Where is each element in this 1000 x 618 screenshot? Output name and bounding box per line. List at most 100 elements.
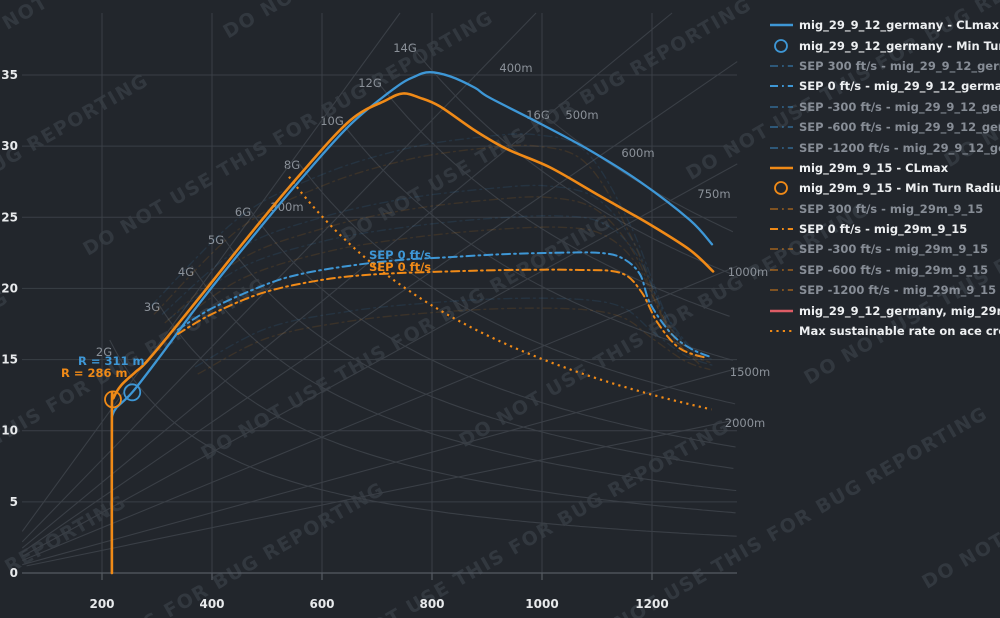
legend-item-3: SEP 0 ft/s - mig_29_9_12_germany: [769, 76, 1000, 96]
legend-label: SEP 300 ft/s - mig_29_9_12_germany: [799, 58, 1000, 73]
turn-radius-label: 2000m: [725, 416, 765, 430]
turn-radius-label: 600m: [621, 146, 654, 160]
legend-item-6: SEP -1200 ft/s - mig_29_9_12_germany: [769, 137, 1000, 157]
blue-sep0-label: SEP 0 ft/s: [369, 248, 431, 262]
legend-item-7: mig_29m_9_15 - CLmax: [769, 158, 1000, 178]
legend-label: SEP 300 ft/s - mig_29m_9_15: [799, 201, 984, 216]
legend-item-5: SEP -600 ft/s - mig_29_9_12_germany: [769, 117, 1000, 137]
y-tick-label: 15: [1, 353, 18, 367]
legend-line-marker: [770, 126, 793, 129]
legend-item-11: SEP -300 ft/s - mig_29m_9_15: [769, 239, 1000, 259]
orange-sep0-label: SEP 0 ft/s: [369, 260, 431, 274]
series-blue-sep0: [176, 251, 711, 358]
g-load-label: 12G: [358, 76, 382, 90]
legend-label: mig_29m_9_15 - CLmax: [799, 160, 949, 175]
g-load-label: 2G: [96, 345, 112, 359]
legend-line-marker: [770, 289, 793, 292]
series-orange-clmax: [110, 92, 715, 575]
g-load-label: 5G: [208, 233, 224, 247]
x-tick-label: 1200: [635, 597, 668, 611]
turn-radius-label: 1500m: [730, 365, 770, 379]
series-blue-sep-300: [167, 215, 714, 361]
series-max-sustainable-ace-7-5g: [288, 176, 712, 411]
g-load-label: 4G: [178, 265, 194, 279]
legend-item-13: SEP -1200 ft/s - mig_29m_9_15: [769, 280, 1000, 300]
blue-min-turn-radius-marker: [123, 383, 142, 402]
legend-line-marker: [770, 85, 793, 88]
legend-label: mig_29_9_12_germany, mig_29m_9_15 - VN: [799, 303, 1000, 318]
legend-item-14: mig_29_9_12_germany, mig_29m_9_15 - VN: [769, 300, 1000, 320]
legend-label: mig_29_9_12_germany - CLmax: [799, 18, 1000, 33]
turn-radius-label: 400m: [499, 61, 532, 75]
axis-tick-labels: 200 400 600 800 1000 1200 0 5 10 15 20 25 30 35: [1, 68, 668, 611]
legend-circle-marker: [774, 181, 788, 196]
legend-line-marker: [770, 207, 793, 210]
g-load-label: 16G: [526, 108, 550, 122]
turn-radius-label: 500m: [565, 108, 598, 122]
legend-line-marker: [770, 64, 793, 67]
series-orange-sep-600: [164, 196, 700, 362]
y-tick-label: 10: [1, 424, 18, 438]
series-orange-sep0: [176, 268, 708, 360]
legend-item-10: SEP 0 ft/s - mig_29m_9_15: [769, 219, 1000, 239]
series-blue-clmax: [110, 71, 714, 418]
series-blue-sep300: [194, 297, 714, 368]
series-blue-sep-600: [161, 184, 703, 358]
legend-item-4: SEP -300 ft/s - mig_29_9_12_germany: [769, 97, 1000, 117]
x-tick-label: 600: [309, 597, 334, 611]
legend-label: SEP -1200 ft/s - mig_29m_9_15: [799, 283, 997, 298]
legend-label: SEP -1200 ft/s - mig_29_9_12_germany: [799, 140, 1000, 155]
x-tick-label: 1000: [525, 597, 558, 611]
series-orange-sep300: [197, 307, 711, 375]
legend-label: SEP 0 ft/s - mig_29m_9_15: [799, 222, 968, 237]
blue-radius-label: R = 311 m: [78, 354, 145, 368]
grid: [22, 13, 737, 580]
legend-circle-marker: [774, 38, 788, 53]
orange-min-turn-radius-marker: [104, 390, 122, 409]
turn-radius-label: 1000m: [728, 265, 768, 279]
legend-line-marker: [770, 228, 793, 231]
orange-radius-label: R = 286 m: [61, 366, 128, 380]
legend-label: mig_29_9_12_germany - Min Turn Radius: [799, 38, 1000, 53]
legend-line-marker: [770, 330, 793, 333]
g-load-label: 14G: [393, 41, 417, 55]
g-load-guide-lines: 2G 3G 4G 5G 6G 8G 10G 12G 14G 16G: [96, 41, 737, 537]
legend-label: SEP -300 ft/s - mig_29m_9_15: [799, 242, 989, 257]
legend-item-1: mig_29_9_12_germany - Min Turn Radius: [769, 35, 1000, 55]
y-tick-label: 5: [10, 495, 18, 509]
legend-item-15: Max sustainable rate on ace crew (7.5G): [769, 321, 1000, 341]
x-tick-label: 400: [199, 597, 224, 611]
legend-line-marker: [770, 105, 793, 108]
y-tick-label: 20: [1, 281, 18, 295]
y-tick-label: 25: [1, 210, 18, 224]
y-tick-label: 30: [1, 139, 18, 153]
legend-label: SEP -600 ft/s - mig_29_9_12_germany: [799, 120, 1000, 135]
legend-label: mig_29m_9_15 - Min Turn Radius: [799, 181, 1000, 196]
legend-line-marker: [770, 248, 793, 251]
g-load-label: 3G: [144, 300, 160, 314]
g-load-label: 6G: [235, 205, 251, 219]
legend-item-12: SEP -600 ft/s - mig_29m_9_15: [769, 260, 1000, 280]
legend-label: SEP -300 ft/s - mig_29_9_12_germany: [799, 99, 1000, 114]
legend-line-marker: [770, 166, 793, 170]
x-tick-label: 800: [419, 597, 444, 611]
x-tick-label: 200: [89, 597, 114, 611]
legend-item-8: mig_29m_9_15 - Min Turn Radius: [769, 178, 1000, 198]
g-load-label: 8G: [284, 158, 300, 172]
legend-item-0: mig_29_9_12_germany - CLmax: [769, 15, 1000, 35]
chart-legend: mig_29_9_12_germany - CLmax mig_29_9_12_g…: [769, 15, 1000, 341]
legend-item-2: SEP 300 ft/s - mig_29_9_12_germany: [769, 56, 1000, 76]
series-orange-sep-300: [170, 226, 711, 364]
y-tick-label: 0: [10, 566, 18, 580]
legend-label: Max sustainable rate on ace crew (7.5G): [799, 324, 1000, 339]
legend-label: SEP 0 ft/s - mig_29_9_12_germany: [799, 79, 1000, 94]
legend-line-marker: [770, 23, 793, 27]
turn-radius-label: 750m: [697, 187, 730, 201]
y-tick-label: 35: [1, 68, 18, 82]
legend-label: SEP -600 ft/s - mig_29m_9_15: [799, 262, 989, 277]
series-orange-sep-1200: [153, 144, 700, 365]
series-blue-sep-1200: [150, 133, 703, 361]
